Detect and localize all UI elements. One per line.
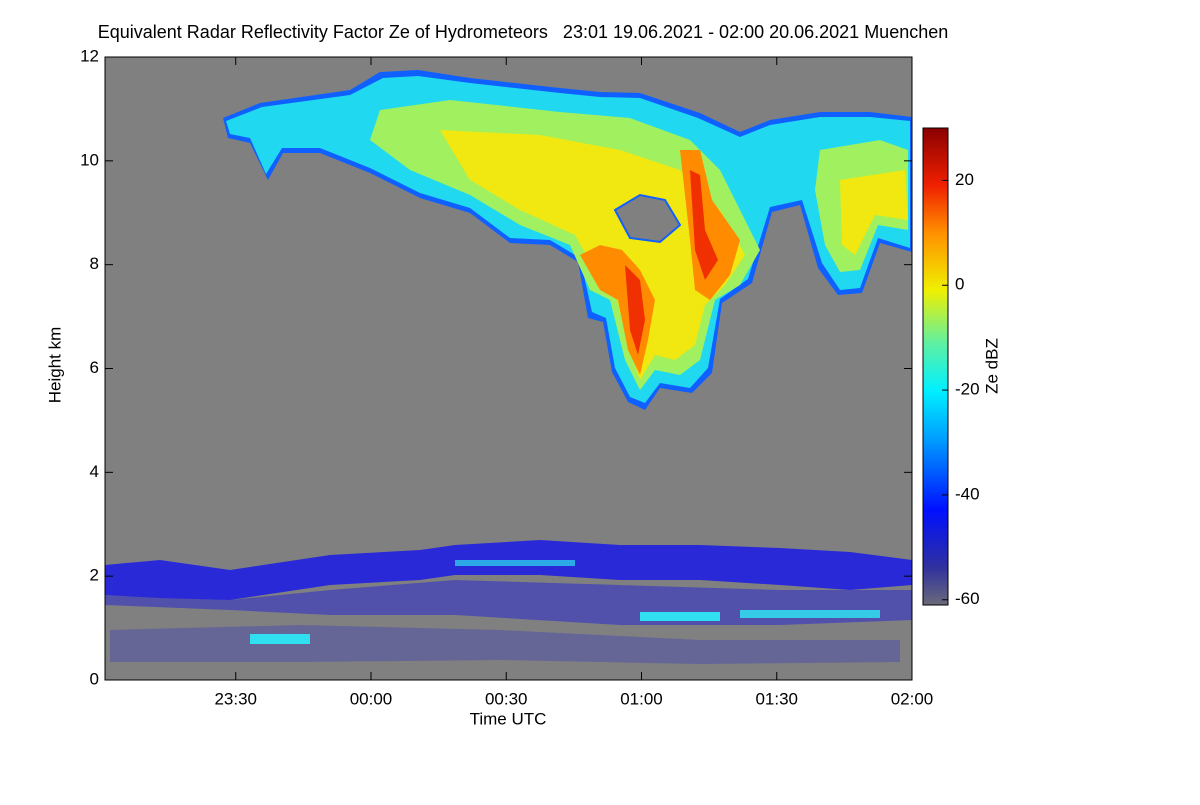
colorbar-tick-label: 0 [955,275,964,294]
x-tick-label: 00:30 [485,689,528,708]
y-tick-label: 10 [80,150,99,169]
echo-cyan-streak [455,560,575,566]
echo-cyan-streak [640,612,720,621]
colorbar-tick-label: 20 [955,170,974,189]
echo-cyan-streak [740,610,880,618]
chart-title: Equivalent Radar Reflectivity Factor Ze … [98,22,949,42]
x-tick-label: 02:00 [891,689,934,708]
y-tick-label: 4 [90,462,99,481]
echo-cyan-streak [250,634,310,644]
echo-cloud-yellow [440,130,908,380]
y-axis-label: Height km [45,327,64,404]
echo-hole [615,195,680,242]
echoes [105,70,912,664]
echo-cloud-red [625,170,718,355]
colorbar [922,127,949,606]
x-tick-label: 00:00 [350,689,393,708]
colorbar-tick-label: -40 [955,484,980,503]
y-tick-label: 8 [90,254,99,273]
colorbar-label: Ze dBZ [982,338,1001,394]
y-tick-label: 0 [90,669,99,688]
y-tick-label: 12 [80,46,99,65]
x-tick-label: 01:30 [755,689,798,708]
echo-hole-edge [613,193,682,244]
x-tick-label: 23:30 [214,689,257,708]
echo-low-band [105,540,912,600]
colorbar-tick-label: -60 [955,589,980,608]
x-axis-label: Time UTC [470,709,547,728]
y-tick-label: 2 [90,566,99,585]
x-tick-label: 01:00 [620,689,663,708]
y-tick-label: 6 [90,358,99,377]
colorbar-tick-label: -20 [955,380,980,399]
